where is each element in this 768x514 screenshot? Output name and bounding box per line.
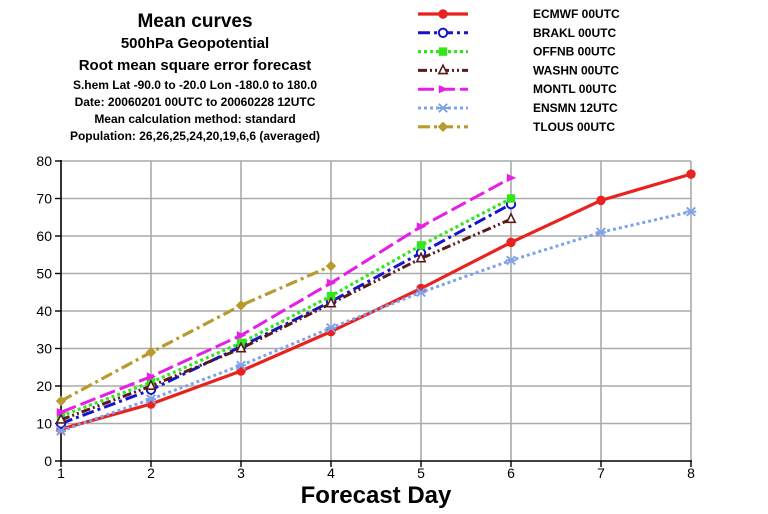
legend-item: BRAKL 00UTC <box>418 26 616 40</box>
data-point <box>506 194 516 203</box>
data-point <box>236 366 246 376</box>
chart-title: Mean curves <box>137 11 252 32</box>
series-line <box>60 197 512 418</box>
data-point <box>596 195 606 206</box>
data-point <box>55 395 67 407</box>
x-tick-label: 1 <box>57 465 65 481</box>
legend-label: ECMWF 00UTC <box>533 7 620 21</box>
series-tlous <box>55 260 337 407</box>
legend-label: BRAKL 00UTC <box>533 26 616 40</box>
chart-subtitle-metric: Root mean square error forecast <box>79 57 312 74</box>
data-point <box>325 260 337 272</box>
series-line <box>60 264 332 403</box>
data-point <box>685 206 697 217</box>
legend-marker <box>438 47 448 56</box>
data-point <box>325 322 337 333</box>
x-tick-label: 6 <box>507 465 515 481</box>
x-tick-label: 5 <box>417 465 425 481</box>
legend: ECMWF 00UTC BRAKL 00UTC OFFNB 00UTC WASHN 0… <box>418 7 620 134</box>
legend-item: TLOUS 00UTC <box>418 120 615 134</box>
data-point <box>236 331 247 340</box>
data-point <box>326 278 337 288</box>
data-point <box>505 255 517 266</box>
x-tick-label: 2 <box>147 465 155 481</box>
series-line <box>60 202 512 425</box>
legend-label: OFFNB 00UTC <box>533 45 616 59</box>
series-line <box>60 176 512 414</box>
y-tick-label: 70 <box>36 191 52 207</box>
legend-item: WASHN 00UTC <box>418 63 619 77</box>
y-tick-label: 50 <box>36 266 52 282</box>
data-point <box>415 251 427 263</box>
y-tick-label: 20 <box>36 378 52 394</box>
data-point <box>145 347 157 358</box>
legend-marker <box>438 9 448 19</box>
legend-marker <box>437 121 449 132</box>
data-point <box>55 412 67 424</box>
data-point <box>235 341 247 353</box>
x-tick-label: 8 <box>687 465 695 481</box>
series-washn <box>55 212 517 424</box>
data-point <box>145 394 157 405</box>
legend-item: MONTL 00UTC <box>418 82 617 96</box>
x-axis-label: Forecast Day <box>301 482 452 509</box>
y-tick-label: 40 <box>36 303 52 319</box>
legend-item: ECMWF 00UTC <box>418 7 620 21</box>
data-point <box>416 222 427 231</box>
info-method: Mean calculation method: standard <box>94 112 295 126</box>
data-point <box>505 212 517 224</box>
data-point <box>686 169 696 179</box>
x-tick-label: 7 <box>597 465 605 481</box>
y-tick-label: 80 <box>36 153 52 169</box>
info-dates: Date: 20060201 00UTC to 20060228 12UTC <box>75 95 316 109</box>
data-point <box>235 300 247 311</box>
data-point <box>415 287 427 298</box>
legend-label: ENSMN 12UTC <box>533 101 618 115</box>
data-point <box>325 296 337 308</box>
series-ensmn <box>55 206 697 436</box>
legend-label: MONTL 00UTC <box>533 82 617 96</box>
data-point <box>506 237 516 248</box>
legend-item: OFFNB 00UTC <box>418 45 616 59</box>
data-point <box>55 426 67 436</box>
info-population: Population: 26,26,25,24,20,19,6,6 (avera… <box>70 129 320 143</box>
grid <box>61 160 692 461</box>
legend-marker <box>437 103 449 113</box>
data-point <box>416 241 426 250</box>
legend-marker <box>438 85 449 94</box>
data-point <box>326 291 336 301</box>
data-point <box>235 360 247 371</box>
data-point <box>146 372 157 381</box>
data-point <box>145 379 157 391</box>
y-tick-label: 60 <box>36 228 52 244</box>
legend-marker <box>437 27 449 38</box>
legend-item: ENSMN 12UTC <box>418 101 618 115</box>
legend-marker <box>437 63 449 75</box>
series-line <box>60 217 512 422</box>
series-montl <box>56 173 517 417</box>
y-tick-label: 10 <box>36 416 52 432</box>
series-line <box>60 210 692 433</box>
data-point <box>56 408 67 417</box>
legend-label: TLOUS 00UTC <box>533 120 615 134</box>
y-tick-label: 30 <box>36 341 52 357</box>
info-area: S.hem Lat -90.0 to -20.0 Lon -180.0 to 1… <box>73 78 317 92</box>
legend-label: WASHN 00UTC <box>533 63 619 77</box>
chart-subtitle-field: 500hPa Geopotential <box>121 35 269 52</box>
series-group <box>55 169 697 436</box>
data-point <box>595 227 607 238</box>
y-tick-label: 0 <box>44 453 52 469</box>
data-point <box>506 173 517 183</box>
x-tick-label: 4 <box>327 465 335 481</box>
x-tick-label: 3 <box>237 465 245 481</box>
